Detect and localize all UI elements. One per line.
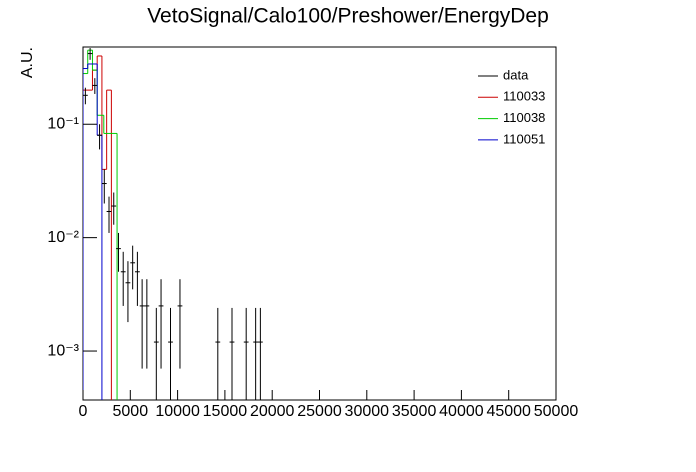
x-tick-label: 30000 (345, 403, 390, 420)
x-tick-label: 35000 (392, 403, 437, 420)
legend-label: data (503, 67, 529, 82)
plot-area (83, 48, 263, 400)
x-tick-label: 0 (79, 403, 88, 420)
legend-label: 110033 (503, 89, 545, 104)
y-tick-label: 10⁻³ (47, 342, 79, 359)
legend-label: 110051 (503, 131, 545, 146)
x-tick-label: 20000 (250, 403, 295, 420)
x-tick-label: 10000 (155, 403, 200, 420)
x-tick-label: 50000 (534, 403, 579, 420)
y-tick-label: 10⁻² (47, 229, 79, 246)
x-tick-label: 15000 (203, 403, 248, 420)
x-tick-label: 40000 (439, 403, 484, 420)
y-axis-label: A.U. (19, 47, 36, 78)
legend-label: 110038 (503, 110, 545, 125)
x-tick-label: 25000 (297, 403, 342, 420)
chart-title: VetoSignal/Calo100/Preshower/EnergyDep (147, 5, 549, 28)
x-tick-label: 5000 (113, 403, 149, 420)
y-tick-label: 10⁻¹ (47, 115, 79, 132)
x-tick-label: 45000 (486, 403, 531, 420)
